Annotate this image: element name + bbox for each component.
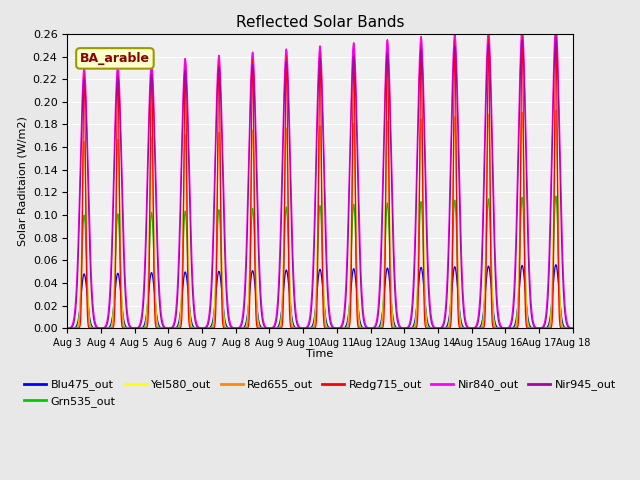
Nir945_out — [392, 307, 400, 312]
Red655_out — [392, 325, 400, 331]
X-axis label: Time: Time — [307, 349, 333, 360]
Text: BA_arable: BA_arable — [80, 52, 150, 65]
Nir945_out — [552, 35, 559, 40]
Yel580_out — [63, 325, 71, 331]
Nir840_out — [367, 325, 374, 331]
Blu475_out — [479, 314, 486, 320]
Blu475_out — [392, 324, 400, 330]
Redg715_out — [479, 325, 486, 331]
Yel580_out — [392, 325, 400, 331]
Nir840_out — [569, 325, 577, 331]
Grn535_out — [367, 325, 374, 331]
Nir840_out — [440, 314, 448, 320]
Blu475_out — [156, 323, 163, 329]
Y-axis label: Solar Raditaion (W/m2): Solar Raditaion (W/m2) — [17, 116, 27, 246]
Blu475_out — [552, 262, 559, 268]
Nir945_out — [479, 236, 486, 242]
Red655_out — [479, 324, 486, 329]
Yel580_out — [156, 325, 163, 331]
Yel580_out — [257, 325, 264, 331]
Blu475_out — [367, 325, 374, 331]
Nir840_out — [63, 325, 71, 331]
Line: Red655_out: Red655_out — [67, 110, 573, 328]
Red655_out — [367, 325, 374, 331]
Nir840_out — [156, 279, 163, 285]
Red655_out — [569, 325, 577, 331]
Redg715_out — [569, 325, 577, 331]
Grn535_out — [479, 318, 486, 324]
Nir945_out — [440, 320, 448, 325]
Nir840_out — [552, 21, 559, 27]
Legend: Blu475_out, Grn535_out, Yel580_out, Red655_out, Redg715_out, Nir840_out, Nir945_: Blu475_out, Grn535_out, Yel580_out, Red6… — [20, 375, 620, 411]
Grn535_out — [440, 325, 448, 331]
Red655_out — [63, 325, 71, 331]
Redg715_out — [63, 325, 71, 331]
Grn535_out — [156, 324, 163, 330]
Blu475_out — [257, 323, 264, 329]
Grn535_out — [552, 193, 559, 199]
Grn535_out — [257, 325, 264, 331]
Title: Reflected Solar Bands: Reflected Solar Bands — [236, 15, 404, 30]
Redg715_out — [367, 325, 374, 331]
Blu475_out — [63, 325, 71, 331]
Nir945_out — [63, 325, 71, 331]
Nir840_out — [257, 282, 264, 288]
Nir945_out — [257, 296, 264, 302]
Redg715_out — [392, 325, 400, 331]
Redg715_out — [440, 325, 448, 331]
Nir840_out — [392, 295, 400, 301]
Yel580_out — [367, 325, 374, 331]
Line: Blu475_out: Blu475_out — [67, 265, 573, 328]
Red655_out — [257, 325, 264, 331]
Line: Nir945_out: Nir945_out — [67, 37, 573, 328]
Red655_out — [552, 107, 559, 113]
Nir840_out — [479, 213, 486, 219]
Line: Redg715_out: Redg715_out — [67, 24, 573, 328]
Yel580_out — [440, 325, 448, 331]
Grn535_out — [392, 325, 400, 331]
Blu475_out — [569, 325, 577, 331]
Redg715_out — [552, 22, 559, 27]
Line: Yel580_out: Yel580_out — [67, 110, 573, 328]
Nir945_out — [367, 325, 374, 331]
Red655_out — [156, 325, 163, 331]
Yel580_out — [552, 107, 559, 113]
Redg715_out — [257, 325, 264, 331]
Red655_out — [440, 325, 448, 331]
Grn535_out — [569, 325, 577, 331]
Nir945_out — [156, 294, 163, 300]
Redg715_out — [156, 325, 163, 331]
Grn535_out — [63, 325, 71, 331]
Line: Nir840_out: Nir840_out — [67, 24, 573, 328]
Nir945_out — [569, 325, 577, 331]
Yel580_out — [479, 321, 486, 327]
Yel580_out — [569, 325, 577, 331]
Blu475_out — [440, 325, 448, 331]
Line: Grn535_out: Grn535_out — [67, 196, 573, 328]
